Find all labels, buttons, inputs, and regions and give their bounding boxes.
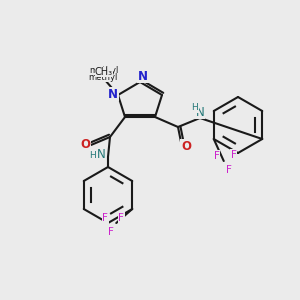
Text: O: O [181,140,191,152]
Text: CH₃: CH₃ [95,67,113,77]
Text: F: F [214,151,220,161]
Text: N: N [108,88,118,100]
Text: F: F [108,227,114,237]
Text: F: F [102,213,108,223]
Text: N: N [196,106,204,118]
Text: N: N [97,148,105,161]
Text: O: O [80,137,90,151]
Text: F: F [231,150,237,160]
Text: methyl: methyl [89,66,119,75]
Text: H: H [90,151,96,160]
Text: H: H [192,103,198,112]
Text: F: F [118,213,124,223]
Text: N: N [138,70,148,83]
Text: F: F [226,165,232,175]
Text: methyl: methyl [88,73,118,82]
